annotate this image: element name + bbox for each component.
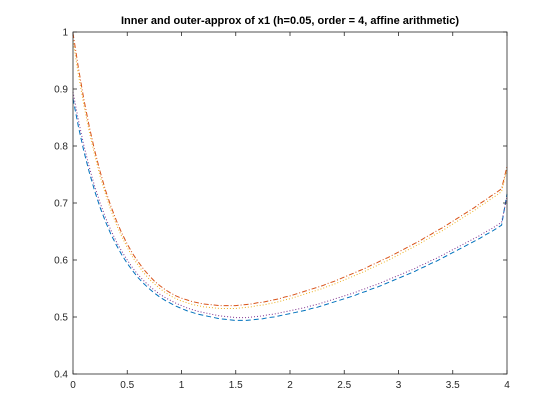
x-tick-label: 1 [179, 380, 185, 391]
x-tick-label: 0 [70, 380, 76, 391]
y-tick-label: 0.4 [54, 370, 68, 381]
series-line-3 [72, 40, 508, 309]
x-tick-label: 3 [396, 380, 402, 391]
y-tick-label: 0.6 [54, 256, 68, 267]
series-line-1 [72, 98, 508, 321]
x-tick-label: 2 [287, 380, 293, 391]
y-tick-label: 0.7 [54, 199, 68, 210]
x-tick-label: 0.5 [120, 380, 134, 391]
series-line-4 [72, 91, 508, 319]
plot-area-background [73, 32, 507, 374]
chart-title: Inner and outer-approx of x1 (h=0.05, or… [121, 15, 459, 27]
series-line-2 [72, 33, 508, 307]
x-tick-label: 4 [504, 380, 510, 391]
x-tick-label: 1.5 [229, 380, 243, 391]
tick-layer: 0 0.5 1 1.5 2 2.5 3 3.5 4 0.4 0.5 0.6 0.7 0.8 0.9 1 [54, 28, 510, 392]
y-tick-label: 0.9 [54, 85, 68, 96]
x-tick-label: 2.5 [337, 380, 351, 391]
y-tick-label: 0.8 [54, 142, 68, 153]
y-tick-label: 0.5 [54, 313, 68, 324]
series-layer [72, 33, 508, 321]
x-tick-label: 3.5 [446, 380, 460, 391]
y-tick-label: 1 [62, 28, 68, 39]
